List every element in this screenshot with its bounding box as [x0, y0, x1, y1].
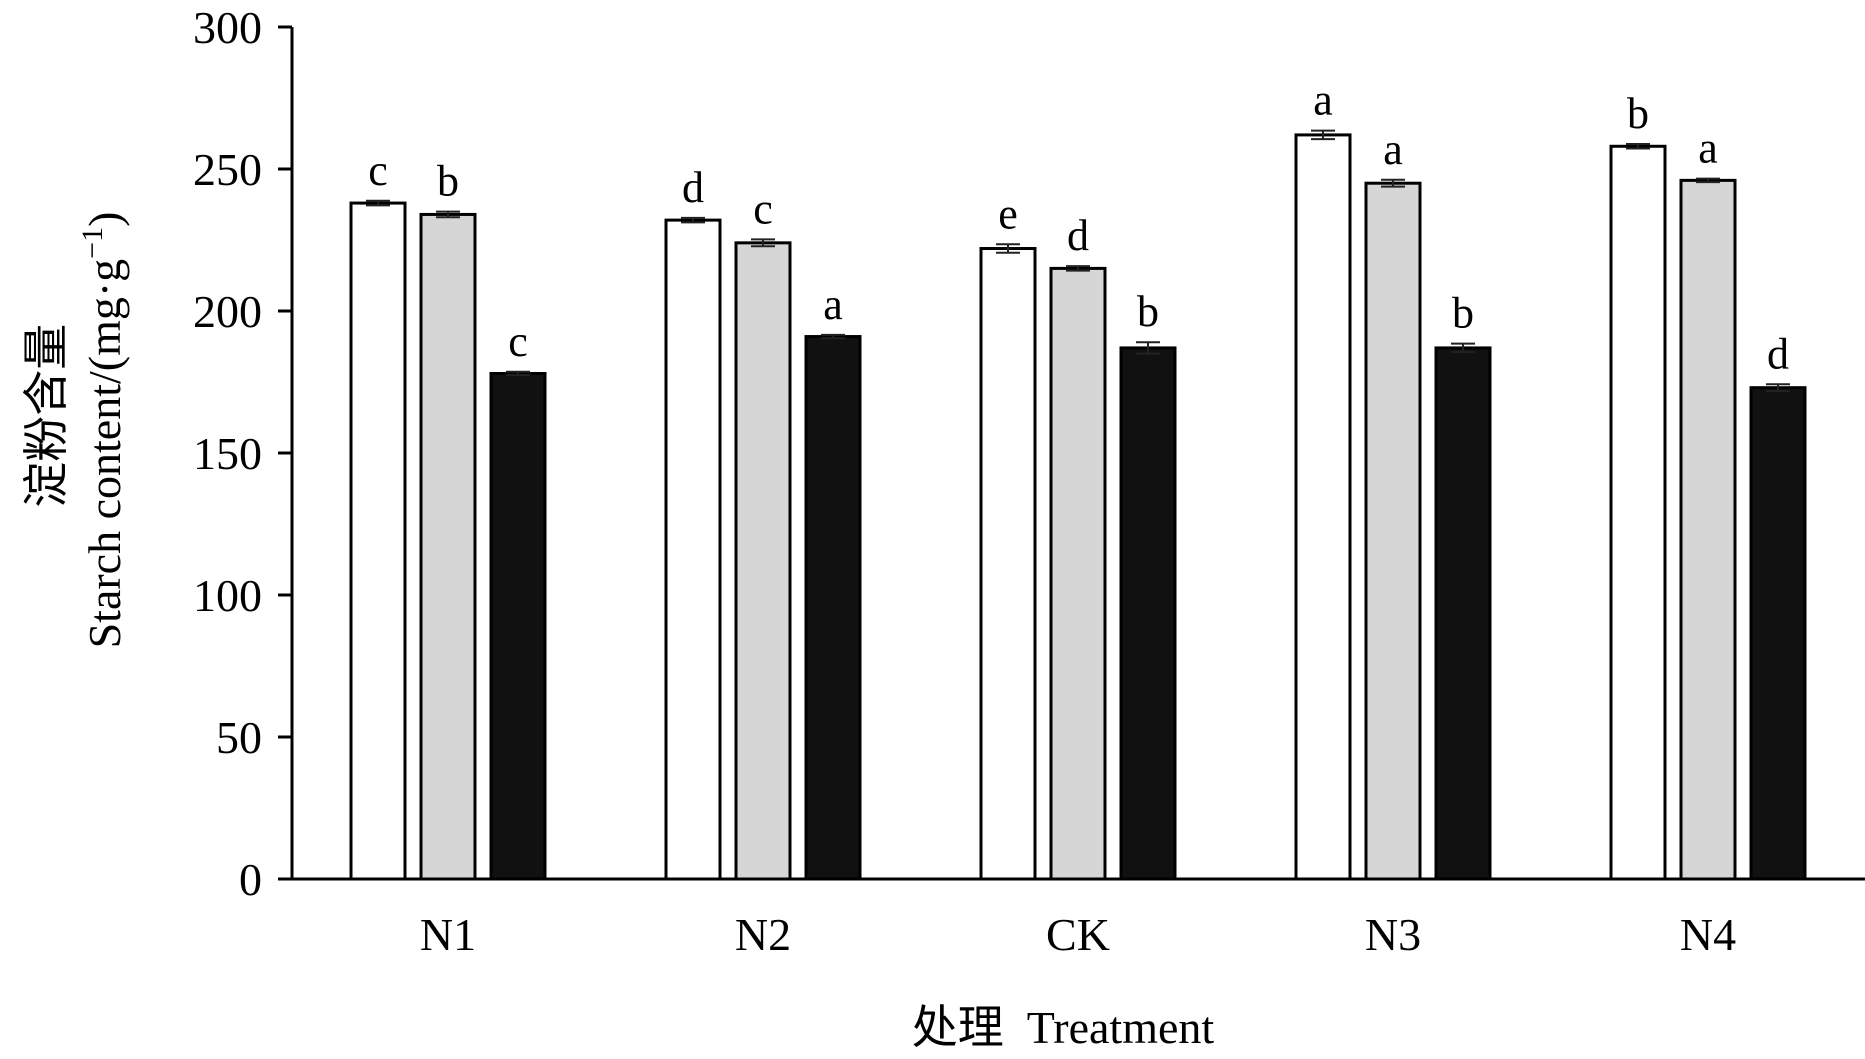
bar	[489, 371, 547, 881]
bar	[1119, 346, 1177, 881]
y-tick-label: 0	[239, 854, 262, 905]
significance-letter: b	[1137, 287, 1159, 336]
bars	[349, 129, 1807, 881]
category-label: N1	[420, 909, 476, 960]
bar	[734, 241, 792, 881]
significance-letter: b	[1452, 289, 1474, 338]
significance-letter: e	[998, 189, 1018, 238]
bar	[1294, 133, 1352, 881]
y-axis-title-cn: 淀粉含量	[21, 324, 72, 508]
significance-letter: d	[1767, 329, 1789, 378]
significance-letter: a	[1698, 124, 1718, 173]
y-tick-label: 200	[193, 286, 262, 337]
bar	[419, 212, 477, 881]
bar	[1609, 144, 1667, 881]
y-axis-title-sup: −1	[76, 227, 109, 259]
significance-letter: c	[508, 317, 528, 366]
y-tick-label: 250	[193, 144, 262, 195]
bar	[1434, 346, 1492, 881]
bar	[1049, 266, 1107, 881]
category-label: CK	[1046, 909, 1110, 960]
category-label: N2	[735, 909, 791, 960]
significance-letter: c	[753, 184, 773, 233]
bar	[349, 201, 407, 881]
category-label: N4	[1680, 909, 1736, 960]
y-axis-title: 淀粉含量 Starch content/(mg·g−1)	[21, 212, 130, 649]
significance-letter: a	[823, 280, 843, 329]
significance-letter: a	[1383, 125, 1403, 174]
y-axis-title-en: Starch content/(mg·g	[79, 259, 130, 649]
y-tick-label: 100	[193, 570, 262, 621]
category-label: N3	[1365, 909, 1421, 960]
bar	[804, 335, 862, 881]
significance-letter: b	[1627, 89, 1649, 138]
svg-text:淀粉含量 Starch content/(mg·: 淀粉含量 Starch content/(mg·g−1)	[21, 212, 130, 649]
y-axis-title-close: )	[79, 212, 130, 227]
y-tick-label: 50	[216, 712, 262, 763]
axes: 0 50 100 150 200 250 300	[193, 2, 1865, 905]
significance-letter: c	[368, 146, 388, 195]
bar	[1679, 178, 1737, 881]
bar	[979, 247, 1037, 881]
bar	[1749, 386, 1807, 881]
y-tick-label: 150	[193, 428, 262, 479]
significance-letter: d	[1067, 211, 1089, 260]
significance-letter: b	[437, 157, 459, 206]
significance-letter: d	[682, 163, 704, 212]
y-tick-label: 300	[193, 2, 262, 53]
bar	[1364, 181, 1422, 881]
bar	[664, 218, 722, 881]
x-axis-title: 处理 Treatment	[912, 1002, 1215, 1053]
significance-letter: a	[1313, 76, 1333, 125]
